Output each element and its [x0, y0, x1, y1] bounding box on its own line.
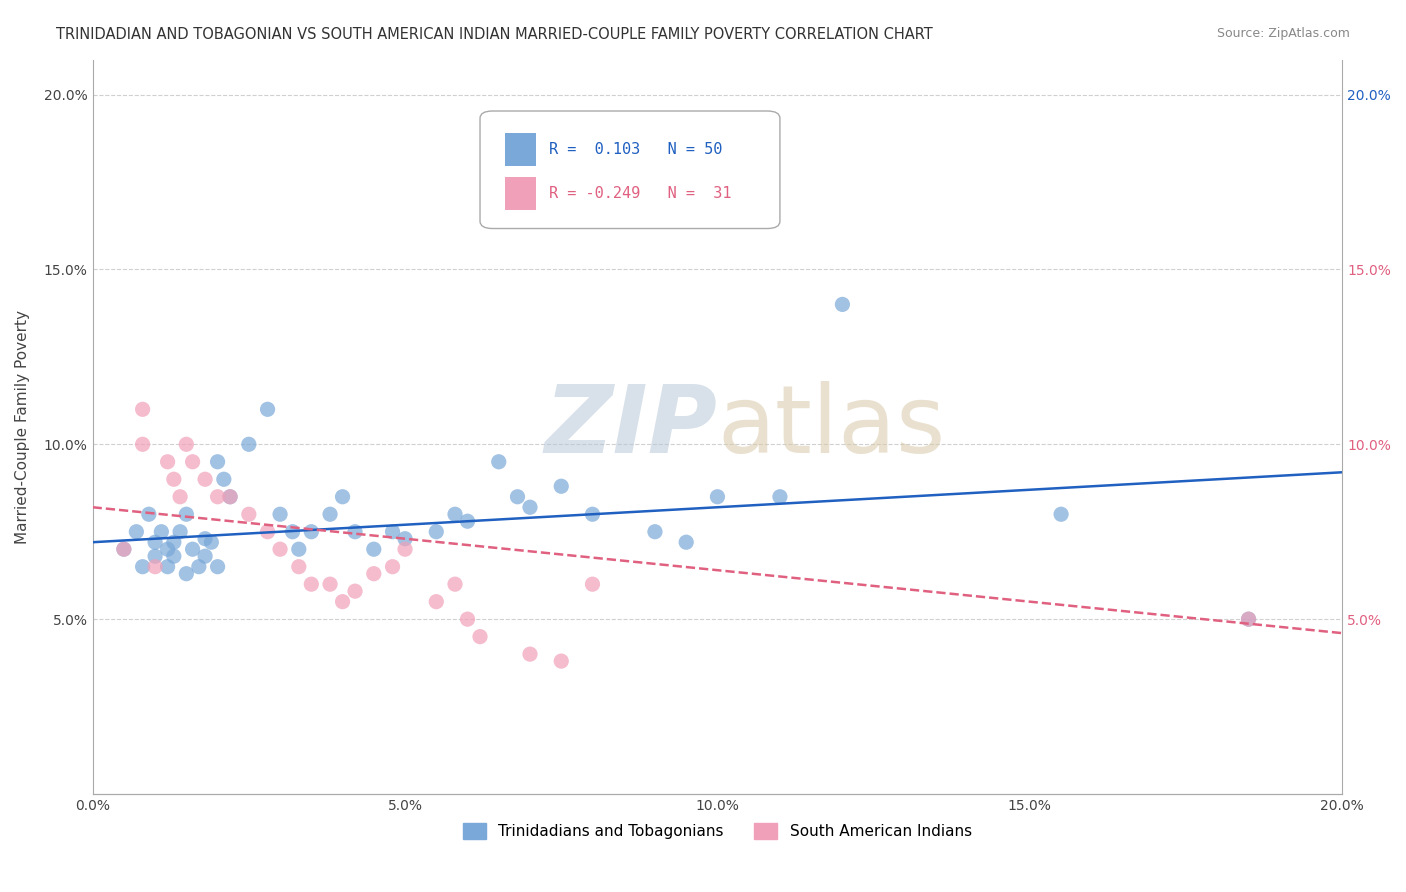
Point [363, 566, 385, 581]
Point [212, 472, 235, 486]
Point [112, 542, 135, 557]
Point [344, 524, 367, 539]
Point [332, 595, 354, 609]
Point [238, 507, 260, 521]
Point [488, 455, 510, 469]
Point [394, 542, 416, 557]
Point [363, 542, 385, 557]
Point [169, 490, 191, 504]
Point [194, 549, 217, 564]
Text: ZIP: ZIP [544, 381, 717, 473]
Point [299, 524, 322, 539]
Legend: Trinidadians and Tobagonians, South American Indians: Trinidadians and Tobagonians, South Amer… [457, 817, 977, 845]
Point [176, 437, 198, 451]
Point [194, 472, 217, 486]
Point [125, 524, 148, 539]
Point [194, 532, 217, 546]
Point [163, 535, 186, 549]
Point [319, 577, 342, 591]
Point [444, 577, 467, 591]
Point [444, 507, 467, 521]
Point [468, 630, 491, 644]
Point [381, 559, 404, 574]
Point [112, 542, 135, 557]
Point [163, 549, 186, 564]
Point [299, 577, 322, 591]
Point [769, 490, 792, 504]
Point [550, 479, 572, 493]
Point [831, 297, 853, 311]
Point [207, 455, 229, 469]
Point [181, 455, 204, 469]
Point [425, 524, 447, 539]
Point [519, 647, 541, 661]
Point [344, 584, 367, 599]
Point [506, 490, 529, 504]
Point [131, 559, 153, 574]
Point [143, 559, 166, 574]
Point [394, 532, 416, 546]
Point [143, 549, 166, 564]
Point [1237, 612, 1260, 626]
FancyBboxPatch shape [479, 111, 780, 228]
Text: R =  0.103   N = 50: R = 0.103 N = 50 [548, 143, 723, 157]
Point [238, 437, 260, 451]
Point [288, 542, 311, 557]
Point [150, 524, 173, 539]
Point [281, 524, 304, 539]
Point [163, 472, 186, 486]
Point [187, 559, 209, 574]
Point [675, 535, 697, 549]
Point [269, 507, 291, 521]
Bar [505, 133, 536, 166]
Bar [505, 178, 536, 211]
Point [138, 507, 160, 521]
Point [143, 535, 166, 549]
Point [156, 455, 179, 469]
Point [219, 490, 242, 504]
Point [256, 402, 278, 417]
Text: TRINIDADIAN AND TOBAGONIAN VS SOUTH AMERICAN INDIAN MARRIED-COUPLE FAMILY POVERT: TRINIDADIAN AND TOBAGONIAN VS SOUTH AMER… [56, 27, 934, 42]
Point [219, 490, 242, 504]
Point [156, 559, 179, 574]
Point [176, 507, 198, 521]
Point [581, 507, 603, 521]
Point [269, 542, 291, 557]
Point [207, 490, 229, 504]
Point [131, 437, 153, 451]
Text: Source: ZipAtlas.com: Source: ZipAtlas.com [1216, 27, 1350, 40]
Point [381, 524, 404, 539]
Point [706, 490, 728, 504]
Point [131, 402, 153, 417]
Point [207, 559, 229, 574]
Y-axis label: Married-Couple Family Poverty: Married-Couple Family Poverty [15, 310, 30, 544]
Point [550, 654, 572, 668]
Text: atlas: atlas [717, 381, 946, 473]
Point [319, 507, 342, 521]
Point [519, 500, 541, 515]
Point [1050, 507, 1073, 521]
Point [457, 612, 479, 626]
Point [176, 566, 198, 581]
Point [156, 542, 179, 557]
Point [169, 524, 191, 539]
Point [1237, 612, 1260, 626]
Point [644, 524, 666, 539]
Point [425, 595, 447, 609]
Point [581, 577, 603, 591]
Text: R = -0.249   N =  31: R = -0.249 N = 31 [548, 186, 731, 202]
Point [457, 514, 479, 528]
Point [181, 542, 204, 557]
Point [200, 535, 222, 549]
Point [288, 559, 311, 574]
Point [332, 490, 354, 504]
Point [256, 524, 278, 539]
